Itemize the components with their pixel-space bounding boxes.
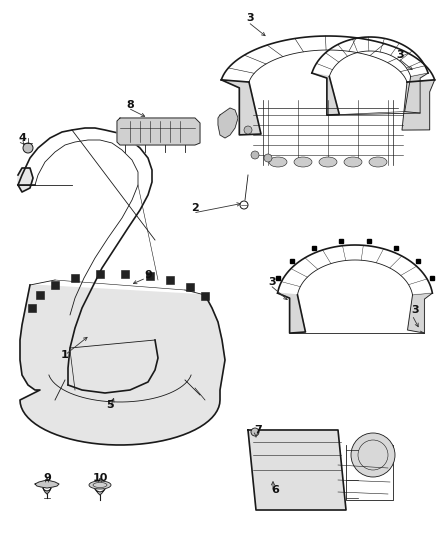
Text: 6: 6 [271,485,279,495]
Polygon shape [117,118,200,145]
Circle shape [251,428,259,436]
Text: 9: 9 [43,473,51,483]
Bar [36,291,44,299]
Circle shape [264,154,272,162]
Text: 3: 3 [246,13,254,23]
Bar [28,304,36,312]
Text: 2: 2 [191,203,199,213]
Polygon shape [278,293,305,333]
Polygon shape [43,488,51,494]
Bar [96,270,104,278]
Bar [121,270,129,278]
Circle shape [251,151,259,159]
Polygon shape [218,108,238,138]
Bar [166,276,174,284]
Polygon shape [312,73,339,115]
Bar [186,283,194,291]
Polygon shape [95,489,105,495]
Text: 4: 4 [18,133,26,143]
Bar [71,274,79,282]
Bar [201,292,209,300]
Ellipse shape [269,157,287,167]
Text: 3: 3 [411,305,419,315]
Ellipse shape [369,157,387,167]
Polygon shape [405,73,428,113]
Polygon shape [20,285,225,445]
Text: 3: 3 [396,50,404,60]
Circle shape [244,126,252,134]
Polygon shape [18,168,33,192]
Polygon shape [221,80,261,135]
Polygon shape [248,430,346,510]
Ellipse shape [89,481,111,489]
Text: 7: 7 [254,425,262,435]
Text: 9: 9 [144,270,152,280]
Polygon shape [407,293,432,333]
Ellipse shape [319,157,337,167]
Text: 8: 8 [126,100,134,110]
Bar [146,272,154,280]
Ellipse shape [294,157,312,167]
Ellipse shape [344,157,362,167]
Bar [51,281,59,289]
Text: 5: 5 [106,400,114,410]
Text: 3: 3 [268,277,276,287]
Circle shape [23,143,33,153]
Polygon shape [35,480,59,488]
Circle shape [351,433,395,477]
Text: 10: 10 [92,473,108,483]
Polygon shape [402,80,434,130]
Text: 1: 1 [61,350,69,360]
